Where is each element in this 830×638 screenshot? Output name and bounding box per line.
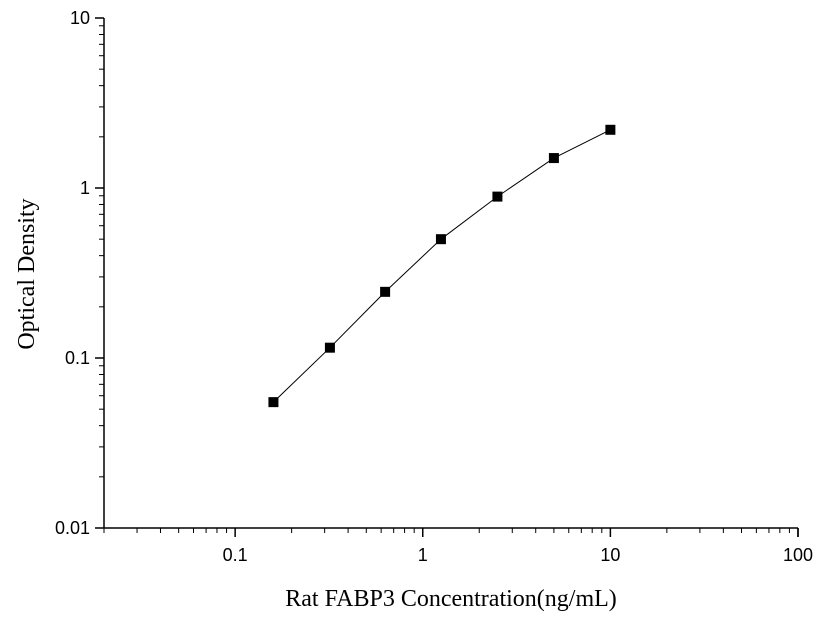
- data-point-marker: [380, 286, 391, 297]
- axes-layer: 0.1 1 10 100 0.01 0.1 1 10: [55, 8, 813, 565]
- x-tick-label: 100: [783, 545, 813, 565]
- data-point-marker: [324, 342, 335, 353]
- y-tick-label: 0.1: [65, 348, 90, 368]
- x-tick-label: 10: [600, 545, 620, 565]
- x-tick-label: 1: [418, 545, 428, 565]
- y-tick-label: 1: [80, 178, 90, 198]
- data-point-marker: [492, 191, 503, 202]
- y-tick-label: 0.01: [55, 518, 90, 538]
- data-point-marker: [435, 234, 446, 245]
- series-line: [273, 129, 611, 403]
- data-point-marker: [548, 153, 559, 164]
- x-tick-label: 0.1: [223, 545, 248, 565]
- y-tick-label: 10: [70, 8, 90, 28]
- x-axis-title: Rat FABP3 Concentration(ng/mL): [285, 586, 617, 612]
- data-point-marker: [268, 397, 279, 408]
- y-axis-title: Optical Density: [14, 198, 40, 349]
- data-point-marker: [605, 124, 616, 135]
- series-layer: [268, 124, 616, 408]
